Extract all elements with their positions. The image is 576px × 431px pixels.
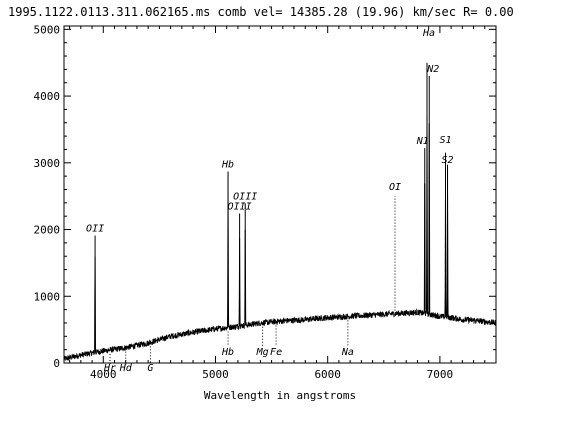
x-tick-label: 6000 <box>314 368 341 381</box>
absorption-label-na: Na <box>341 347 354 358</box>
emission-line-markers <box>94 62 449 353</box>
x-axis-label: Wavelength in angstroms <box>204 389 356 402</box>
chart-title: 1995.1122.0113.311.062165.ms comb vel= 1… <box>8 5 514 19</box>
spectrum-series <box>63 112 497 361</box>
absorption-label-hb: Hb <box>221 347 234 358</box>
y-tick-label: 2000 <box>34 224 61 237</box>
y-tick-label: 0 <box>53 357 60 370</box>
absorption-label-hr: Hr <box>103 363 116 374</box>
absorption-label-mg: Mg <box>256 347 269 358</box>
y-tick-label: 4000 <box>34 90 61 103</box>
axis-ticks: 4000 5000 6000 7000 0 1000 2000 3000 4000 5000 <box>34 23 497 381</box>
y-tick-label: 3000 <box>34 157 61 170</box>
line-label-oii: OII <box>86 224 104 235</box>
x-tick-label: 7000 <box>427 368 454 381</box>
plot-frame <box>63 25 497 364</box>
line-label-s2: S2 <box>442 155 454 166</box>
x-tick-label: 5000 <box>202 368 229 381</box>
y-tick-label: 1000 <box>34 290 61 303</box>
line-label-oi: OI <box>389 182 401 193</box>
line-label-oiii: OIII <box>228 202 252 213</box>
absorption-label-fe: Fe <box>270 347 282 358</box>
absorption-label-g: G <box>147 363 153 374</box>
spectrum-line <box>63 112 497 361</box>
x-tick-label: 4000 <box>90 368 117 381</box>
line-label-n2: N2 <box>426 64 439 75</box>
line-label-n1: N1 <box>416 136 429 147</box>
y-tick-label: 5000 <box>34 23 61 36</box>
line-label-s1: S1 <box>439 135 451 146</box>
line-label-ha: Ha <box>422 28 435 39</box>
line-label-oiii: OIII <box>233 192 257 203</box>
absorption-label-hd: Hd <box>119 363 133 374</box>
line-label-hb: Hb <box>221 159 234 170</box>
